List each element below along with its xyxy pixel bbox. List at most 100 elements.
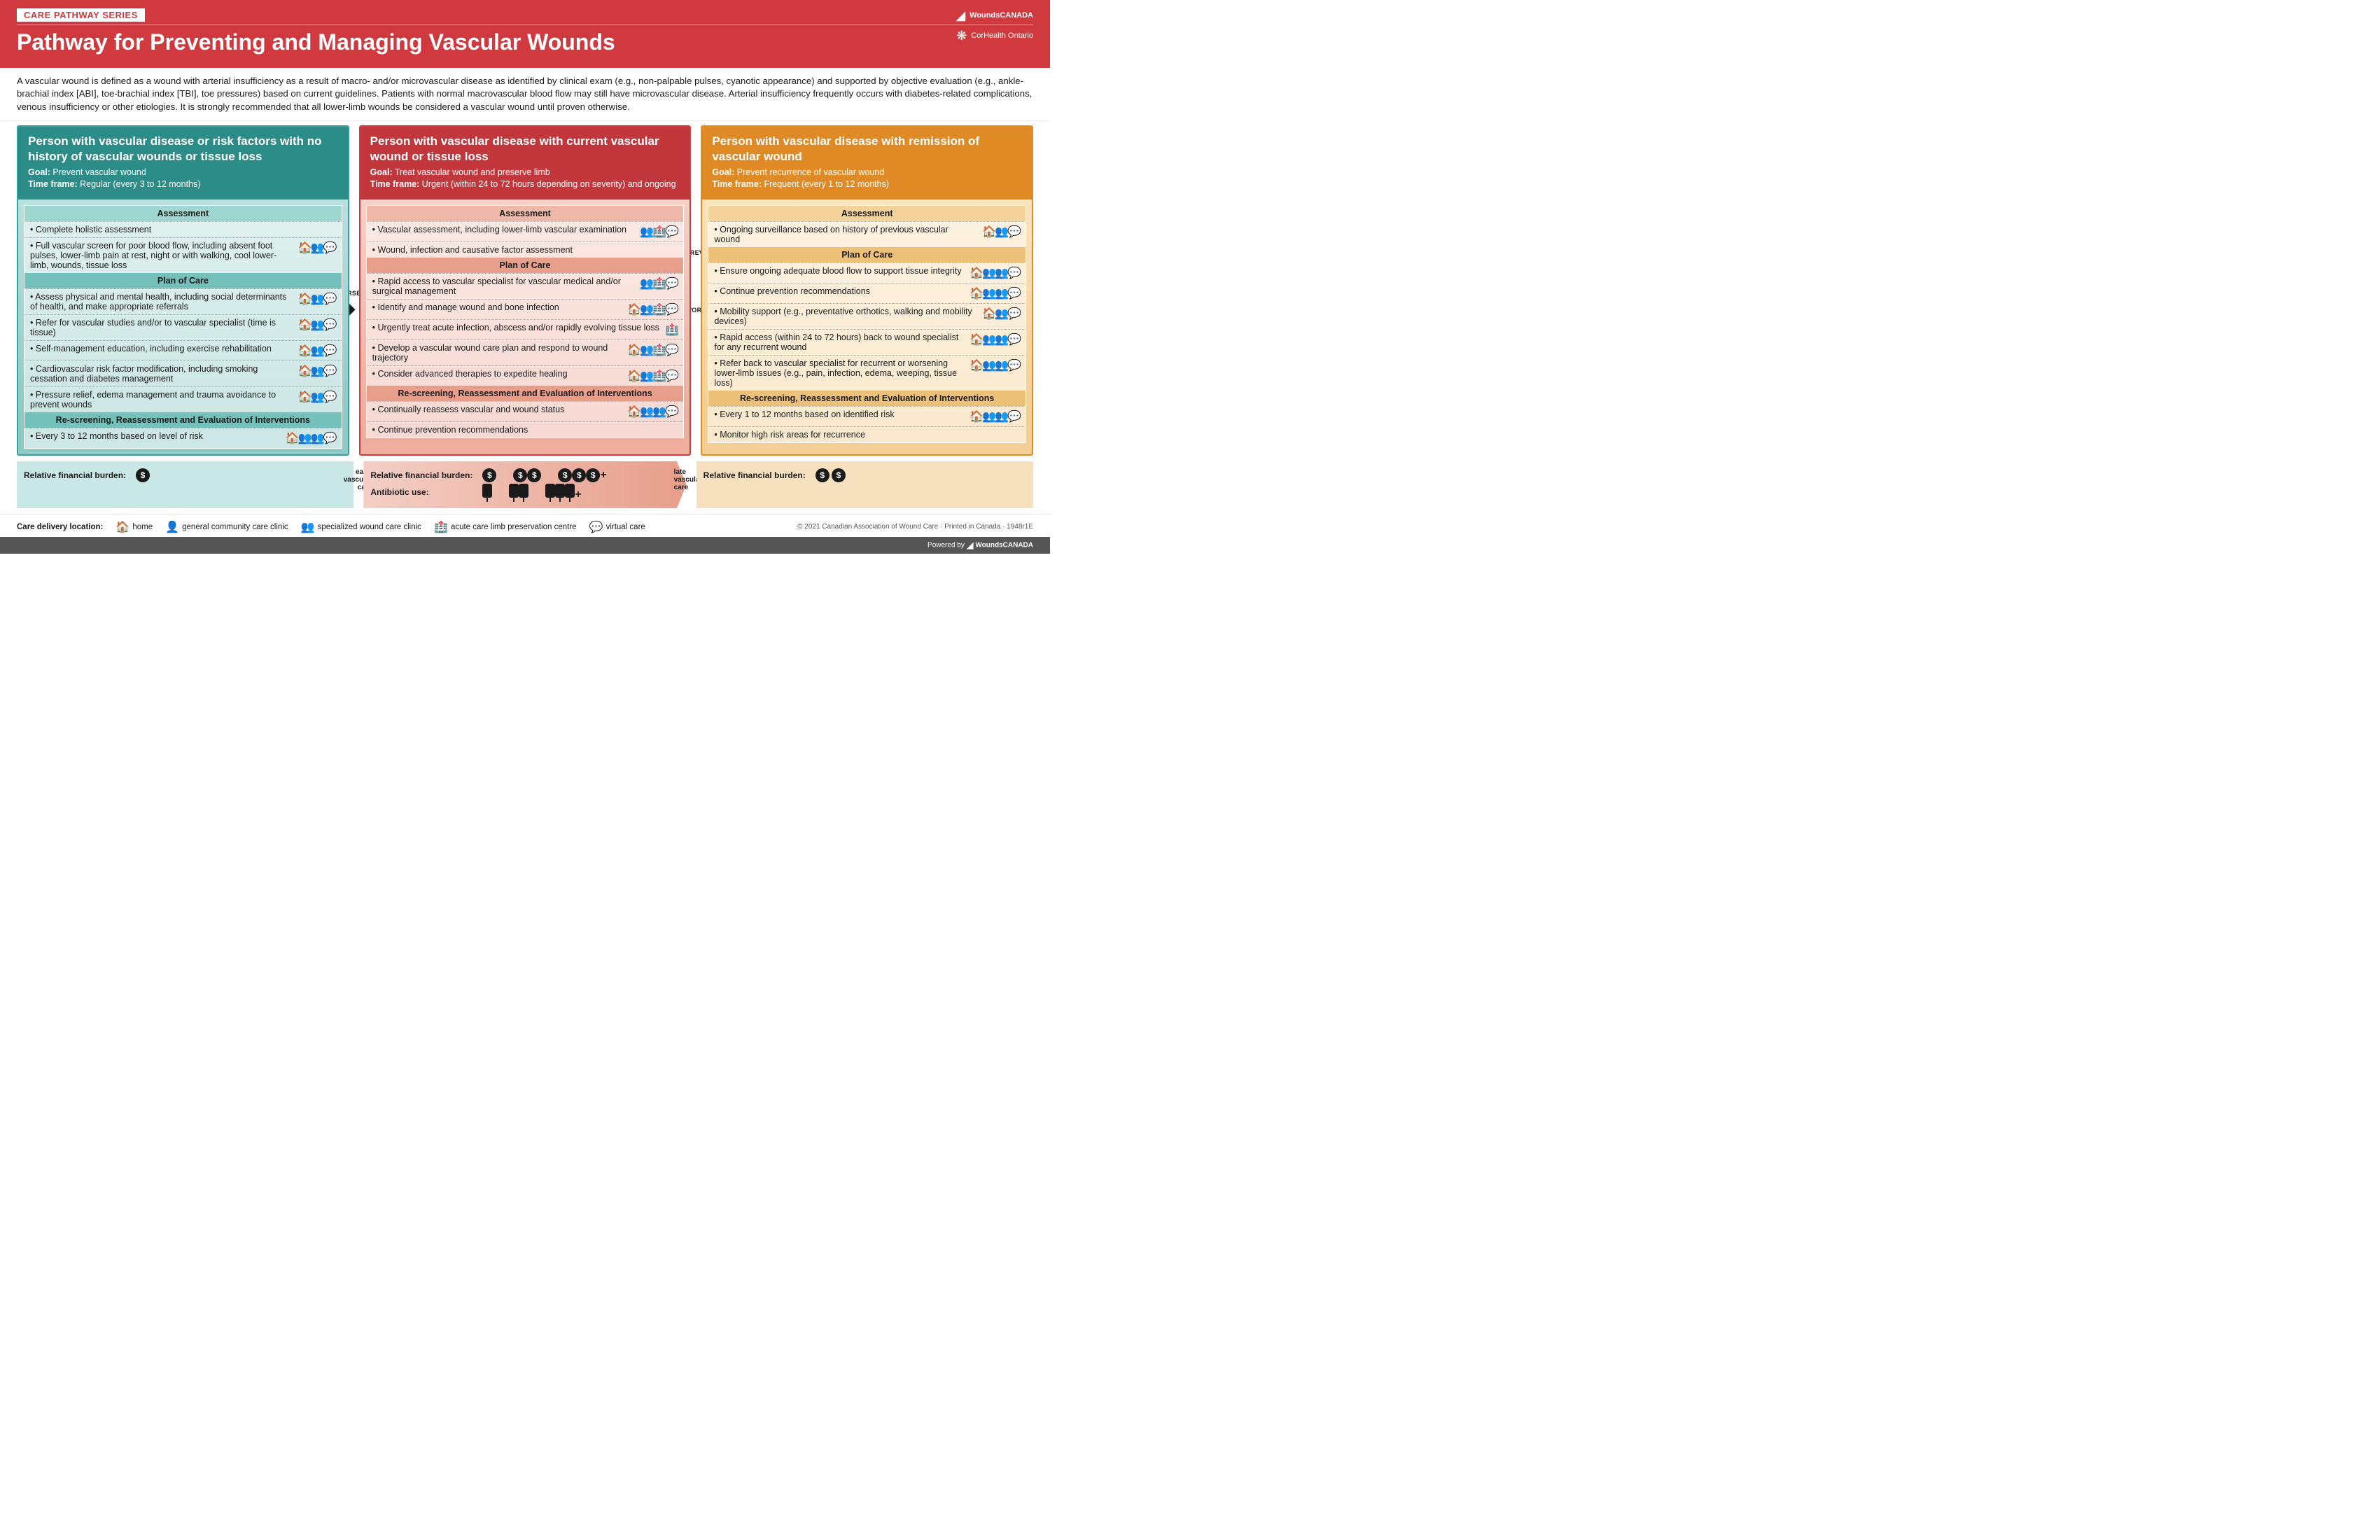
hospital-icon: 🏥 xyxy=(652,276,665,290)
row-text: Every 3 to 12 months based on level of r… xyxy=(30,431,280,441)
chat-icon: 💬 xyxy=(323,390,336,404)
intro-paragraph: A vascular wound is defined as a wound w… xyxy=(0,68,1050,121)
hospital-icon: 🏥 xyxy=(652,302,665,316)
section-heading: Plan of Care xyxy=(24,273,342,288)
home-icon: 🏠 xyxy=(298,390,311,404)
chat-icon: 💬 xyxy=(665,369,678,383)
home-icon: 🏠 xyxy=(969,266,982,280)
column-panel: Assessment Ongoing surveillance based on… xyxy=(708,205,1026,443)
row-icons: 🏠👥👥💬 xyxy=(969,410,1020,424)
home-icon: 🏠 xyxy=(286,431,298,445)
column-header: Person with vascular disease with curren… xyxy=(360,127,690,200)
pathway-column-teal: Person with vascular disease or risk fac… xyxy=(17,125,349,456)
group-icon: 👥 xyxy=(640,369,652,383)
legend-title: Care delivery location: xyxy=(17,523,103,531)
row-icons: 🏠👥💬 xyxy=(298,344,336,358)
section-heading: Plan of Care xyxy=(367,258,684,273)
burden-mid-cost: $$$$$$+ xyxy=(482,468,606,482)
burden-orange-cost: $ $ xyxy=(816,468,846,482)
copyright-text: © 2021 Canadian Association of Wound Car… xyxy=(797,523,1033,531)
dollar-icon: $ xyxy=(832,468,846,482)
row-text: Ensure ongoing adequate blood flow to su… xyxy=(714,266,964,276)
burden-label: Relative financial burden: xyxy=(24,470,129,480)
dollar-icon: $ xyxy=(527,468,541,482)
home-icon: 🏠 xyxy=(298,344,311,358)
group-icon: 👥 xyxy=(311,390,323,404)
group-icon: 👥 xyxy=(652,405,665,419)
group-icon: 👥 xyxy=(982,286,995,300)
row-text: Continually reassess vascular and wound … xyxy=(372,405,622,414)
row-icons: 🏠👥💬 xyxy=(298,318,336,332)
pathway-row: Self-management education, including exe… xyxy=(24,340,342,360)
chat-icon: 💬 xyxy=(665,276,678,290)
logo2-text: CorHealth Ontario xyxy=(971,31,1033,41)
row-icons: 👥🏥💬 xyxy=(640,276,678,290)
pathway-row: Rapid access (within 24 to 72 hours) bac… xyxy=(708,329,1026,355)
legend-label: specialized wound care clinic xyxy=(318,523,421,531)
row-icons: 🏥 xyxy=(665,323,678,337)
section-heading: Assessment xyxy=(708,206,1026,221)
pathway-row: Complete holistic assessment xyxy=(24,221,342,237)
home-icon: 🏠 xyxy=(982,307,995,321)
section-heading: Re-screening, Reassessment and Evaluatio… xyxy=(708,391,1026,406)
pathway-row: Refer back to vascular specialist for re… xyxy=(708,355,1026,391)
pathway-row: Continue prevention recommendations xyxy=(367,421,684,438)
chat-icon: 💬 xyxy=(589,520,602,534)
row-text: Develop a vascular wound care plan and r… xyxy=(372,343,622,363)
burden-mid-abx: + xyxy=(482,484,581,501)
group-icon: 👥 xyxy=(311,318,323,332)
header-logos: ◢WoundsCANADA ❋CorHealth Ontario xyxy=(955,7,1033,48)
person-icon: 👤 xyxy=(165,520,178,534)
home-icon: 🏠 xyxy=(627,405,640,419)
home-icon: 🏠 xyxy=(627,343,640,357)
group-icon: 👥 xyxy=(640,405,652,419)
chat-icon: 💬 xyxy=(1007,266,1020,280)
home-icon: 🏠 xyxy=(969,286,982,300)
chat-icon: 💬 xyxy=(323,241,336,255)
row-text: Refer back to vascular specialist for re… xyxy=(714,358,964,388)
chat-icon: 💬 xyxy=(323,292,336,306)
row-icons: 🏠👥💬 xyxy=(982,307,1020,321)
row-icons: 🏠👥👥💬 xyxy=(969,332,1020,346)
hospital-icon: 🏥 xyxy=(652,369,665,383)
home-icon: 🏠 xyxy=(298,364,311,378)
pathway-row: Ongoing surveillance based on history of… xyxy=(708,221,1026,247)
pathway-row: Rapid access to vascular specialist for … xyxy=(367,273,684,299)
row-text: Assess physical and mental health, inclu… xyxy=(30,292,293,312)
row-text: Monitor high risk areas for recurrence xyxy=(714,430,1014,440)
section-heading: Plan of Care xyxy=(708,247,1026,262)
iv-bag-icon xyxy=(565,484,575,498)
footer-logo-icon: ◢ xyxy=(967,540,974,550)
home-icon: 🏠 xyxy=(298,292,311,306)
row-icons: 🏠👥🏥💬 xyxy=(627,343,678,357)
pathway-row: Consider advanced therapies to expedite … xyxy=(367,365,684,386)
row-icons: 🏠👥👥💬 xyxy=(969,358,1020,372)
group-icon: 👥 xyxy=(640,225,652,239)
dollar-icon: $ xyxy=(136,468,150,482)
burden-box-red: Relative financial burden: $$$$$$+ Antib… xyxy=(363,461,686,508)
group-icon: 👥 xyxy=(311,364,323,378)
group-icon: 👥 xyxy=(995,358,1007,372)
column-header: Person with vascular disease with remiss… xyxy=(702,127,1032,200)
pathway-columns: WORSENING CONDITION PREVENTATIVE STEPS W… xyxy=(0,121,1050,460)
iv-bag-icon xyxy=(545,484,555,498)
column-meta: Goal: Treat vascular wound and preserve … xyxy=(370,167,680,191)
row-text: Continue prevention recommendations xyxy=(372,425,673,435)
row-text: Full vascular screen for poor blood flow… xyxy=(30,241,293,270)
dollar-icon: $ xyxy=(572,468,586,482)
burden-mid-wrap: early vascular care Relative financial b… xyxy=(363,461,686,508)
section-heading: Re-screening, Reassessment and Evaluatio… xyxy=(367,386,684,401)
home-icon: 🏠 xyxy=(298,318,311,332)
group-icon: 👥 xyxy=(311,292,323,306)
powered-by-label: Powered by xyxy=(927,542,965,550)
row-text: Rapid access (within 24 to 72 hours) bac… xyxy=(714,332,964,352)
pathway-column-orange: Person with vascular disease with remiss… xyxy=(701,125,1033,456)
row-icons: 🏠👥👥💬 xyxy=(286,431,336,445)
pathway-row: Vascular assessment, including lower-lim… xyxy=(367,221,684,241)
group-icon: 👥 xyxy=(298,431,311,445)
burden-box-orange: Relative financial burden: $ $ xyxy=(696,461,1033,508)
hospital-icon: 🏥 xyxy=(434,520,447,534)
row-icons: 🏠👥💬 xyxy=(298,292,336,306)
row-icons: 🏠👥🏥💬 xyxy=(627,369,678,383)
home-icon: 🏠 xyxy=(982,225,995,239)
